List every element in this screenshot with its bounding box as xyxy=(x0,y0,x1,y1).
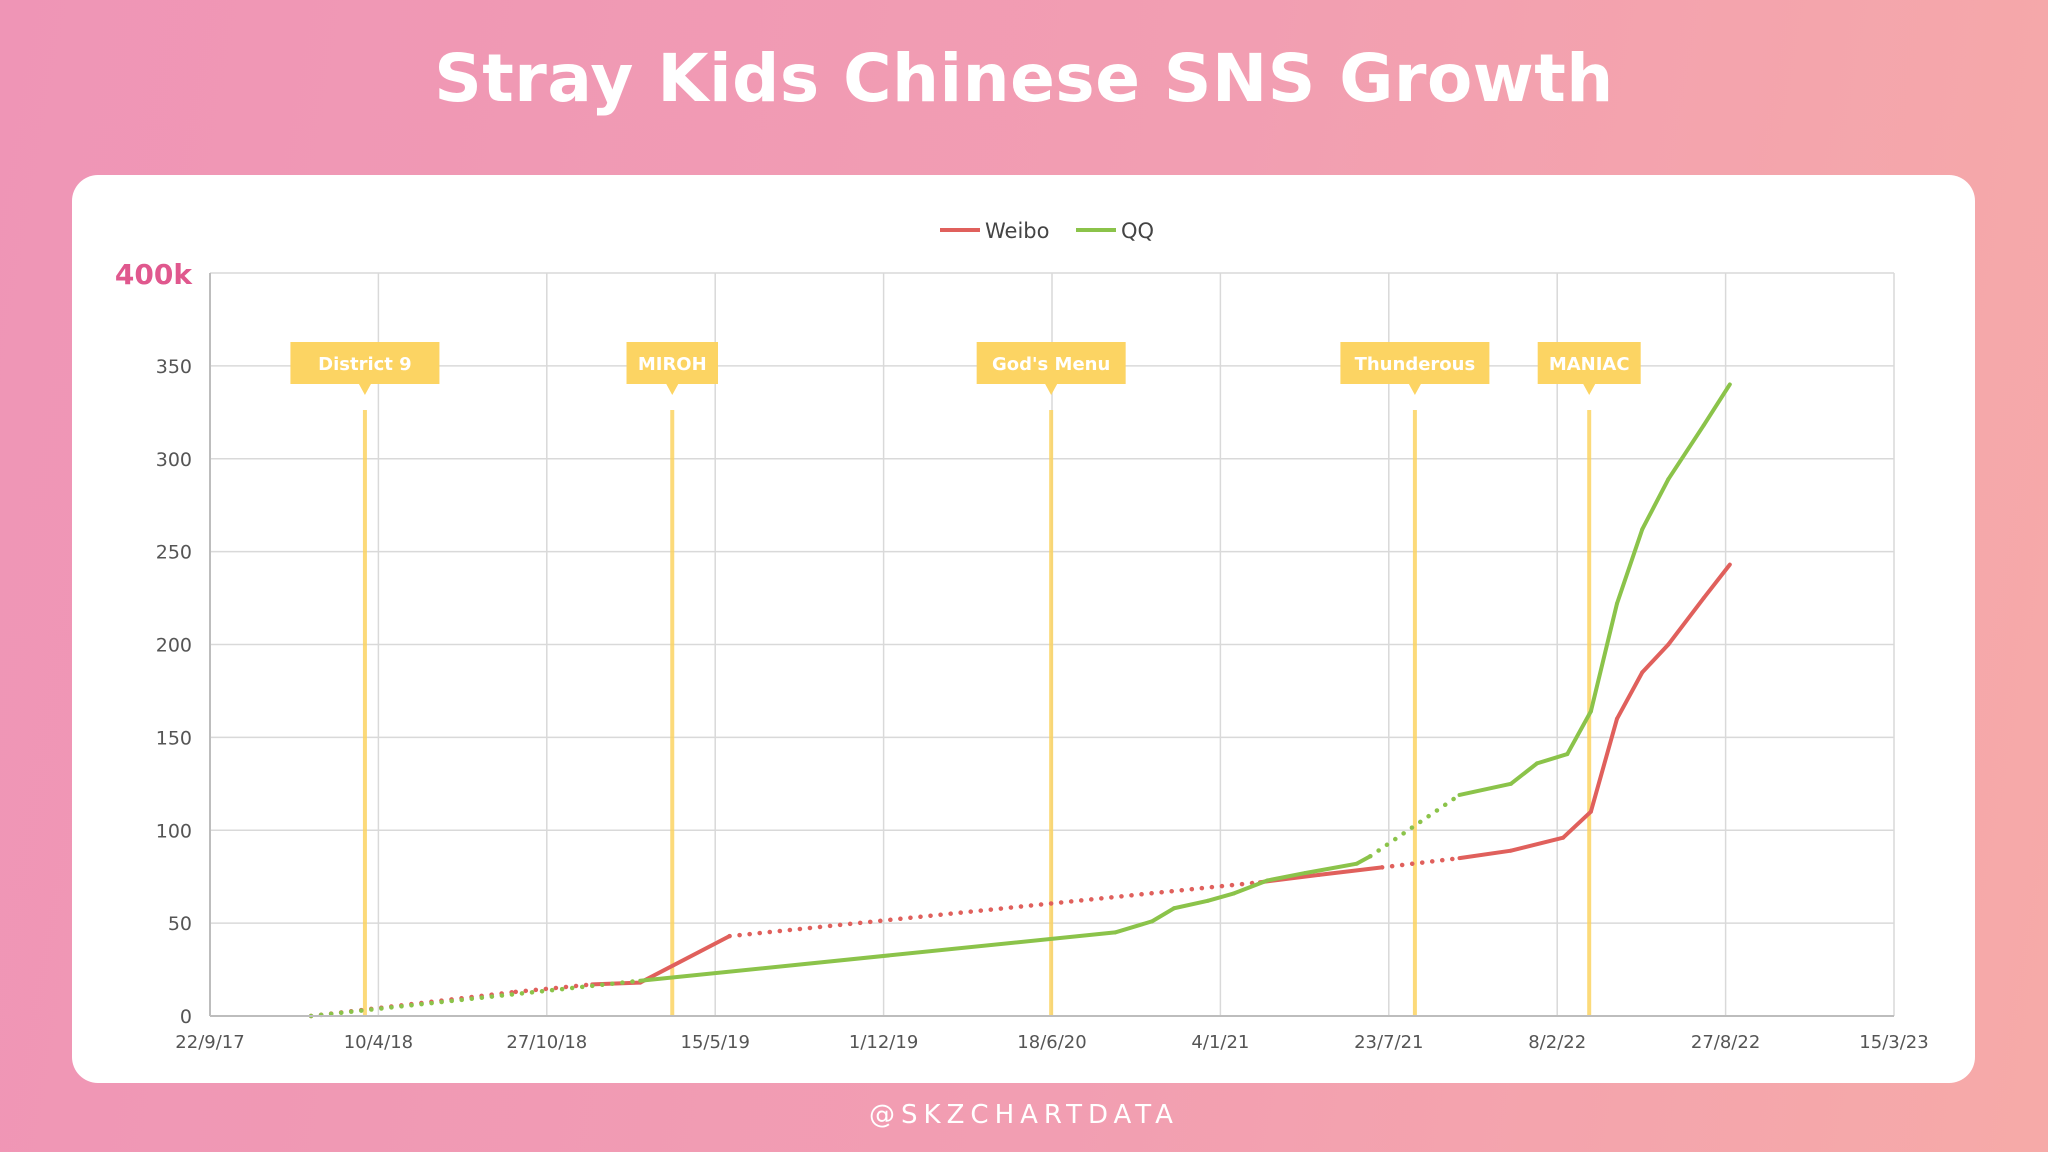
x-tick-label: 27/10/18 xyxy=(506,1032,587,1053)
weibo-segment xyxy=(1379,855,1462,870)
y-tick-label: 200 xyxy=(156,635,192,657)
release-label-pointer xyxy=(358,384,371,395)
x-tick-label: 22/9/17 xyxy=(175,1032,244,1053)
release-label-box xyxy=(290,342,440,384)
release-label: MANIAC xyxy=(1549,354,1630,375)
release-label-box xyxy=(626,342,719,384)
weibo-segment xyxy=(1701,562,1732,601)
release-label-box xyxy=(976,342,1126,384)
release-label-box xyxy=(1340,342,1490,384)
legend-label-weibo: Weibo xyxy=(985,219,1049,243)
qq-segment xyxy=(1701,382,1732,428)
qq-segment xyxy=(1614,527,1645,606)
qq-segment xyxy=(1666,423,1706,482)
weibo-segment xyxy=(1508,835,1566,853)
qq-segment xyxy=(1640,477,1671,532)
weibo-segment xyxy=(1316,865,1385,877)
qq-segment xyxy=(1457,781,1513,797)
weibo-segment xyxy=(727,880,1263,939)
y-top-label: 400k xyxy=(115,258,193,291)
qq-segment xyxy=(1172,898,1210,911)
x-tick-label: 8/2/22 xyxy=(1528,1032,1586,1053)
x-tick-label: 10/4/18 xyxy=(344,1032,413,1053)
y-tick-label: 300 xyxy=(156,449,192,471)
release-label-pointer xyxy=(1045,384,1058,395)
qq-segment xyxy=(1534,752,1570,766)
release-label: Thunderous xyxy=(1355,354,1476,375)
release-label-pointer xyxy=(1583,384,1596,395)
weibo-segment xyxy=(1457,848,1513,861)
qq-segment xyxy=(1565,709,1593,757)
x-tick-label: 15/3/23 xyxy=(1859,1032,1928,1053)
qq-segment xyxy=(1588,601,1619,714)
y-tick-label: 0 xyxy=(180,1006,192,1028)
qq-segment xyxy=(1354,854,1373,866)
y-tick-label: 350 xyxy=(156,356,192,378)
weibo-segment xyxy=(1666,596,1706,647)
weibo-segment xyxy=(1561,809,1593,840)
qq-segment xyxy=(1508,761,1539,786)
weibo-segment xyxy=(1640,642,1671,675)
chart-card xyxy=(72,175,1975,1083)
release-label-box xyxy=(1537,342,1641,384)
x-tick-label: 1/12/19 xyxy=(849,1032,918,1053)
weibo-segment xyxy=(1614,670,1645,721)
qq-segment xyxy=(1303,861,1359,875)
weibo-segment xyxy=(638,934,732,985)
qq-segment xyxy=(1231,878,1270,896)
weibo-segment xyxy=(513,982,595,995)
y-tick-label: 50 xyxy=(168,913,192,935)
release-label: District 9 xyxy=(318,354,412,375)
y-tick-label: 250 xyxy=(156,542,192,564)
footer-handle: @SKZCHARTDATA xyxy=(869,1100,1179,1130)
qq-segment xyxy=(308,978,643,1019)
release-label: MIROH xyxy=(638,354,707,375)
release-label-pointer xyxy=(666,384,679,395)
weibo-segment xyxy=(1588,716,1619,814)
qq-segment xyxy=(1113,919,1155,935)
qq-segment xyxy=(638,930,1118,983)
y-tick-label: 150 xyxy=(156,727,192,749)
legend-label-qq: QQ xyxy=(1121,219,1154,243)
release-label: God's Menu xyxy=(992,354,1110,375)
page-title: Stray Kids Chinese SNS Growth xyxy=(434,40,1614,117)
y-tick-label: 100 xyxy=(156,820,192,842)
qq-segment xyxy=(1205,891,1236,903)
release-label-pointer xyxy=(1408,384,1421,395)
qq-segment xyxy=(1265,870,1308,883)
x-tick-label: 23/7/21 xyxy=(1354,1032,1423,1053)
qq-segment xyxy=(1150,906,1177,924)
x-tick-label: 27/8/22 xyxy=(1691,1032,1760,1053)
x-tick-label: 18/6/20 xyxy=(1017,1032,1086,1053)
qq-segment xyxy=(1368,792,1462,859)
x-tick-label: 4/1/21 xyxy=(1191,1032,1249,1053)
x-tick-label: 15/5/19 xyxy=(681,1032,750,1053)
